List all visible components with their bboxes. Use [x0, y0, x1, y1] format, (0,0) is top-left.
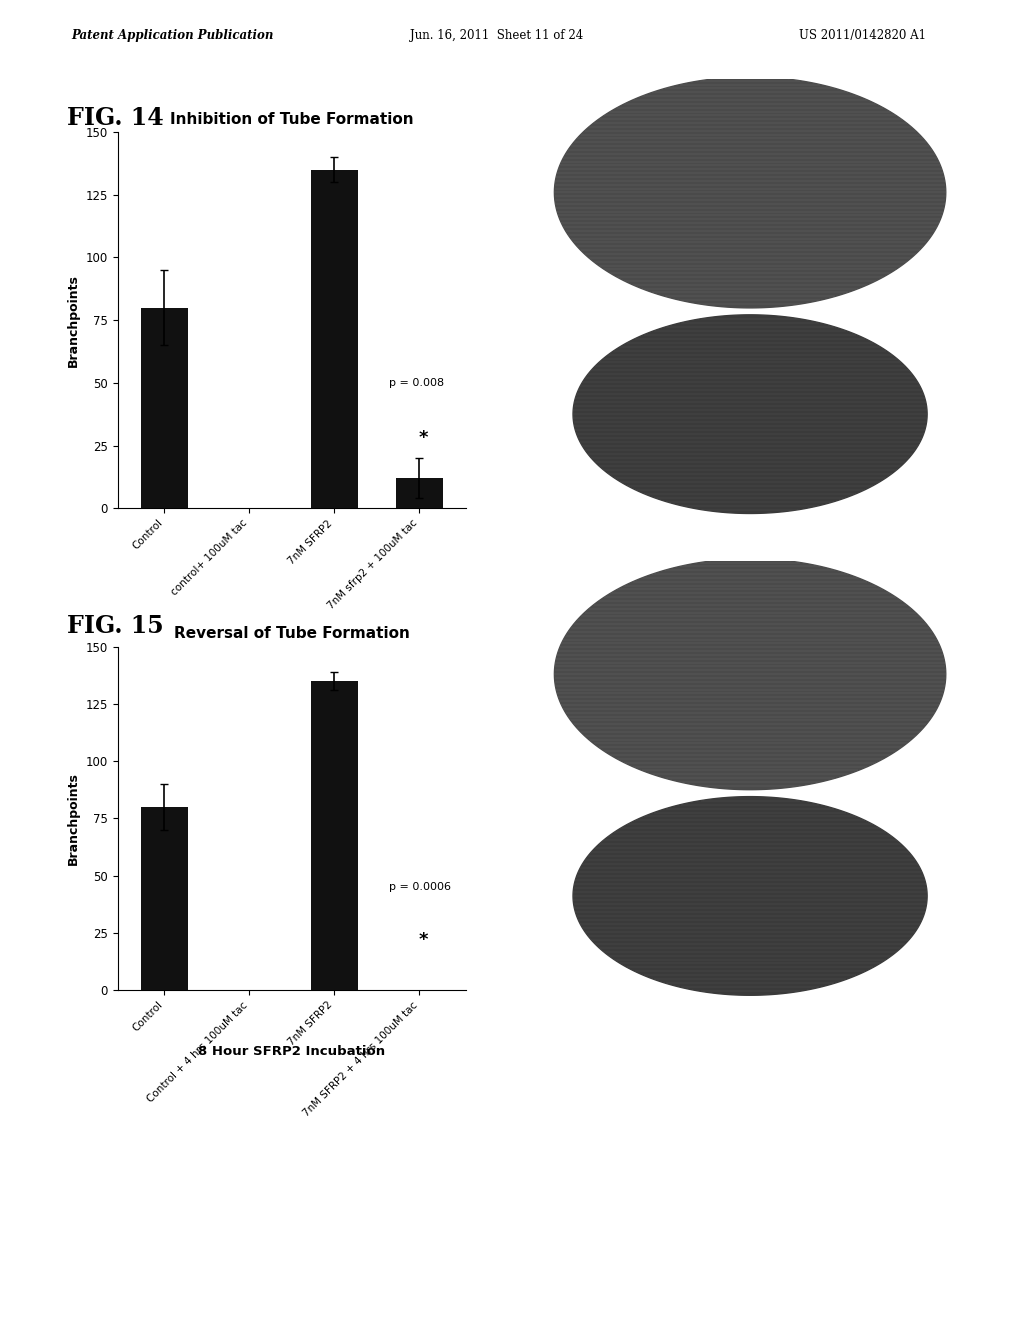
- Bar: [141, 308, 187, 508]
- Title: Reversal of Tube Formation: Reversal of Tube Formation: [174, 627, 410, 642]
- Text: US 2011/0142820 A1: US 2011/0142820 A1: [799, 29, 926, 42]
- Text: *: *: [419, 931, 428, 949]
- Bar: [311, 170, 357, 508]
- Text: p = 0.008: p = 0.008: [389, 378, 444, 388]
- Text: SFRP2 +
Tacrolimus: SFRP2 + Tacrolimus: [902, 810, 969, 832]
- Polygon shape: [554, 77, 946, 308]
- Bar: [396, 478, 442, 508]
- Text: Patent Application Publication: Patent Application Publication: [72, 29, 274, 42]
- Bar: [311, 681, 357, 990]
- Y-axis label: Branchpoints: Branchpoints: [68, 273, 80, 367]
- Polygon shape: [573, 315, 927, 513]
- Polygon shape: [554, 558, 946, 789]
- Text: p = 0.0006: p = 0.0006: [389, 882, 452, 892]
- Bar: [141, 807, 187, 990]
- Text: SFRP2 treated: SFRP2 treated: [879, 86, 969, 96]
- Text: Jun. 16, 2011  Sheet 11 of 24: Jun. 16, 2011 Sheet 11 of 24: [410, 29, 583, 42]
- Text: SFRP2: SFRP2: [924, 568, 969, 581]
- Y-axis label: Branchpoints: Branchpoints: [68, 772, 80, 865]
- Text: *: *: [419, 429, 428, 447]
- Text: 8 Hour SFRP2 Incubation: 8 Hour SFRP2 Incubation: [199, 1045, 385, 1059]
- Text: FIG. 14: FIG. 14: [67, 106, 163, 129]
- Polygon shape: [573, 797, 927, 995]
- Text: SFRP2 +
Tacrolimus: SFRP2 + Tacrolimus: [902, 329, 969, 350]
- Title: Inhibition of Tube Formation: Inhibition of Tube Formation: [170, 112, 414, 127]
- Text: FIG. 15: FIG. 15: [67, 614, 163, 638]
